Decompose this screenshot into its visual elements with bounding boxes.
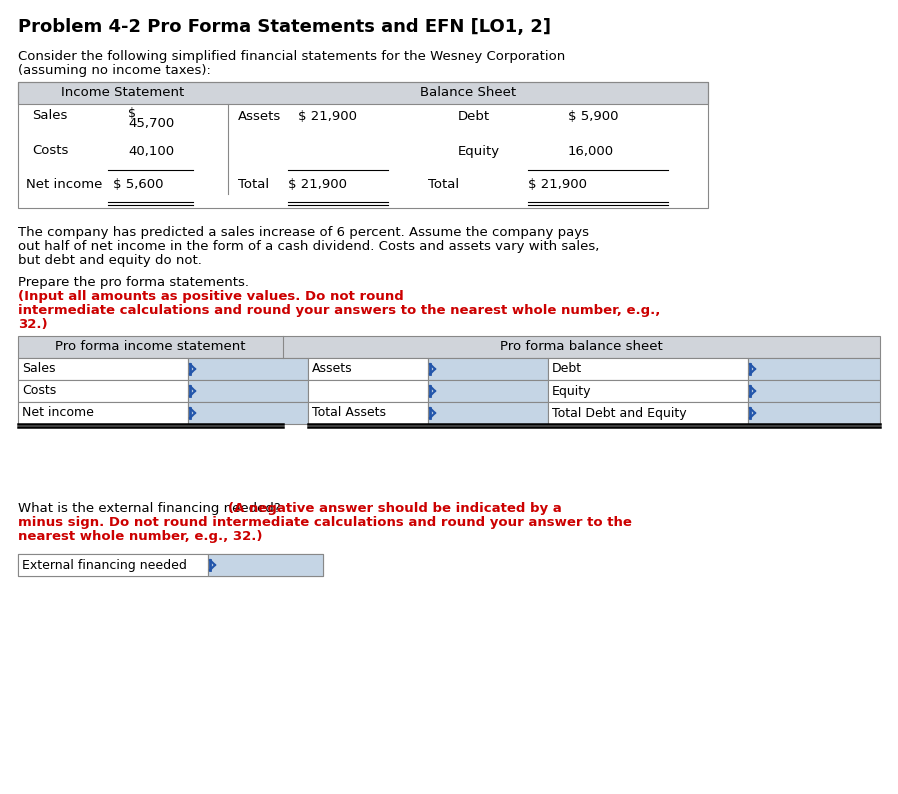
Bar	[548, 380, 748, 402]
Text: Total: Total	[238, 179, 269, 191]
Text: 40,100: 40,100	[128, 145, 174, 157]
Bar	[428, 402, 548, 424]
Bar	[208, 554, 323, 576]
Bar	[18, 82, 708, 208]
Bar	[18, 82, 708, 104]
Bar	[18, 358, 188, 380]
Text: The company has predicted a sales increase of 6 percent. Assume the company pays: The company has predicted a sales increa…	[18, 226, 589, 239]
Text: Total Assets: Total Assets	[312, 407, 386, 419]
Text: $: $	[128, 107, 136, 120]
Bar	[188, 358, 308, 380]
Text: Sales: Sales	[32, 109, 67, 122]
Text: 45,700: 45,700	[128, 117, 174, 130]
Text: $ 21,900: $ 21,900	[298, 110, 357, 124]
Text: minus sign. Do not round intermediate calculations and round your answer to the: minus sign. Do not round intermediate ca…	[18, 516, 632, 529]
Text: $ 21,900: $ 21,900	[288, 179, 347, 191]
Text: (A negative answer should be indicated by a: (A negative answer should be indicated b…	[228, 502, 562, 515]
Bar	[748, 380, 880, 402]
Text: out half of net income in the form of a cash dividend. Costs and assets vary wit: out half of net income in the form of a …	[18, 240, 599, 253]
Bar	[18, 402, 188, 424]
Text: Total Debt and Equity: Total Debt and Equity	[552, 407, 687, 419]
Bar	[188, 402, 308, 424]
Text: $ 5,900: $ 5,900	[568, 110, 619, 124]
Bar	[308, 380, 428, 402]
Bar	[548, 358, 748, 380]
Text: Equity: Equity	[552, 384, 592, 398]
Text: Net income: Net income	[22, 407, 94, 419]
Text: Debt: Debt	[458, 110, 490, 124]
Text: Assets: Assets	[312, 363, 353, 376]
Text: Costs: Costs	[32, 145, 68, 157]
Bar	[748, 358, 880, 380]
Bar	[548, 402, 748, 424]
Text: Total: Total	[428, 179, 459, 191]
Bar	[308, 358, 428, 380]
Text: Assets: Assets	[238, 110, 281, 124]
Bar	[18, 554, 323, 576]
Bar	[428, 358, 548, 380]
Text: $ 21,900: $ 21,900	[528, 179, 587, 191]
Text: Problem 4-2 Pro Forma Statements and EFN [LO1, 2]: Problem 4-2 Pro Forma Statements and EFN…	[18, 18, 551, 36]
Text: (Input all amounts as positive values. Do not round: (Input all amounts as positive values. D…	[18, 290, 404, 303]
Text: Prepare the pro forma statements.: Prepare the pro forma statements.	[18, 276, 253, 289]
Text: 32.): 32.)	[18, 318, 48, 331]
Text: nearest whole number, e.g., 32.): nearest whole number, e.g., 32.)	[18, 530, 262, 543]
Text: Balance Sheet: Balance Sheet	[420, 87, 516, 99]
Bar	[428, 380, 548, 402]
Text: Consider the following simplified financial statements for the Wesney Corporatio: Consider the following simplified financ…	[18, 50, 565, 63]
Text: but debt and equity do not.: but debt and equity do not.	[18, 254, 202, 267]
Text: Pro forma income statement: Pro forma income statement	[55, 341, 245, 353]
Text: $ 5,600: $ 5,600	[113, 179, 163, 191]
Text: Equity: Equity	[458, 145, 500, 157]
Text: intermediate calculations and round your answers to the nearest whole number, e.: intermediate calculations and round your…	[18, 304, 660, 317]
Text: What is the external financing needed?: What is the external financing needed?	[18, 502, 285, 515]
Text: Net income: Net income	[26, 179, 102, 191]
Text: 16,000: 16,000	[568, 145, 614, 157]
Bar	[18, 336, 880, 358]
Text: Costs: Costs	[22, 384, 57, 398]
Text: Pro forma balance sheet: Pro forma balance sheet	[499, 341, 663, 353]
Bar	[748, 402, 880, 424]
Text: (assuming no income taxes):: (assuming no income taxes):	[18, 64, 211, 77]
Text: Income Statement: Income Statement	[61, 87, 185, 99]
Text: Sales: Sales	[22, 363, 56, 376]
Bar	[308, 402, 428, 424]
Bar	[18, 380, 188, 402]
Text: Debt: Debt	[552, 363, 582, 376]
Bar	[188, 380, 308, 402]
Bar	[18, 554, 208, 576]
Text: External financing needed: External financing needed	[22, 558, 187, 572]
